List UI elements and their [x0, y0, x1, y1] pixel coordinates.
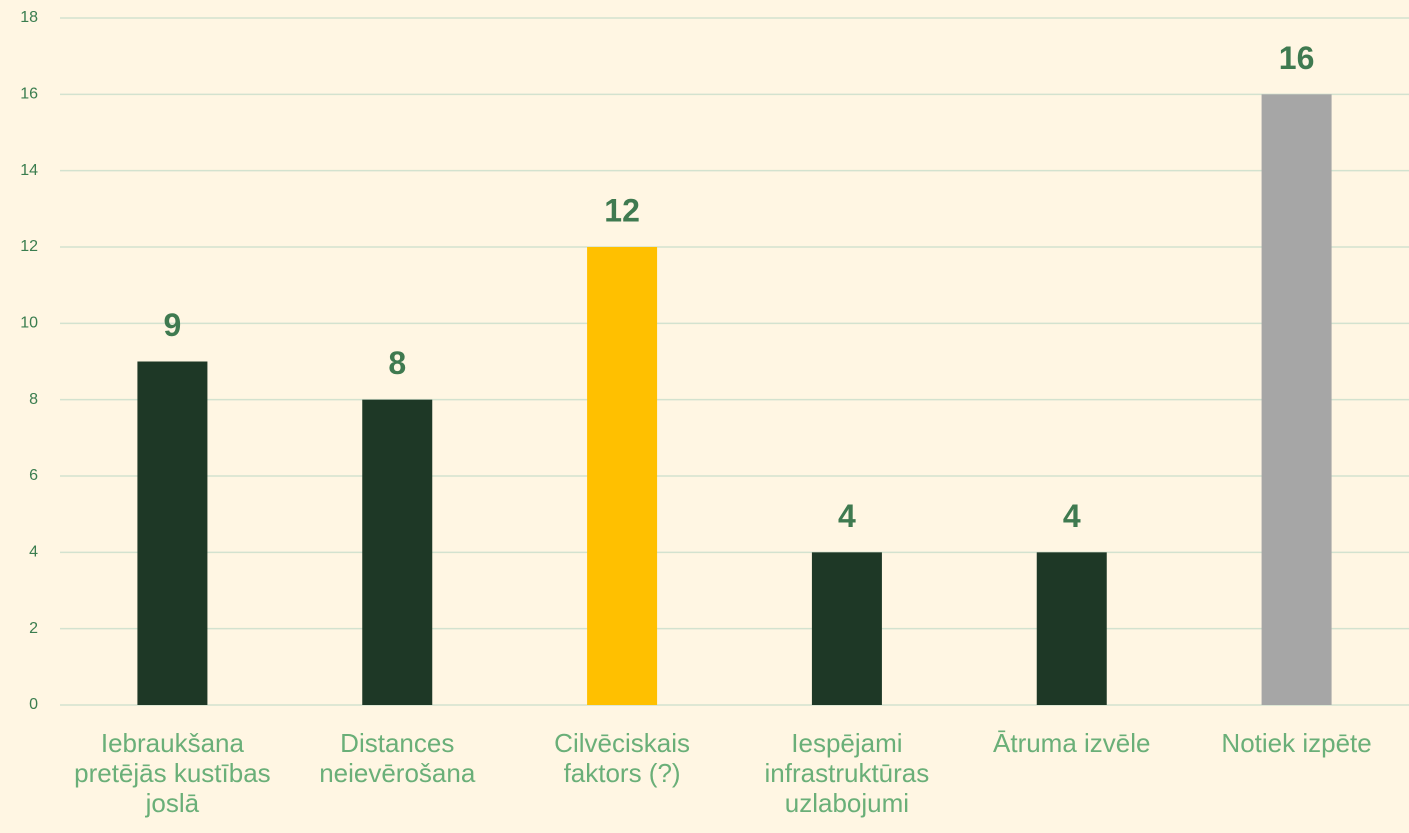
y-tick-label: 6: [29, 467, 38, 484]
bar: [1261, 94, 1332, 706]
data-label: 8: [388, 345, 406, 381]
y-tick-label: 16: [20, 86, 38, 103]
x-tick-label: Iespējami infrastruktūras uzlabojumi: [764, 728, 930, 818]
bar: [362, 399, 433, 705]
y-tick-label: 4: [29, 544, 38, 561]
y-tick-label: 2: [29, 620, 38, 637]
x-tick-label: Ātruma izvēle: [993, 728, 1151, 758]
x-tick-label: Notiek izpēte: [1221, 728, 1372, 758]
bar: [1036, 552, 1107, 705]
y-tick-label: 10: [20, 315, 38, 332]
y-tick-label: 14: [20, 162, 38, 179]
data-label: 12: [604, 192, 640, 228]
y-tick-label: 18: [20, 9, 38, 26]
y-tick-label: 0: [29, 696, 38, 713]
x-tick-label: Cilvēciskais faktors (?): [554, 728, 690, 788]
x-tick-label: Distances neievērošana: [319, 728, 476, 788]
data-label: 16: [1279, 40, 1315, 76]
data-label: 9: [164, 307, 182, 343]
bar: [811, 552, 882, 705]
bar: [137, 361, 208, 705]
data-label: 4: [1063, 498, 1081, 534]
bar: [587, 247, 658, 705]
y-tick-label: 8: [29, 391, 38, 408]
x-tick-label: Iebraukšana pretējās kustības joslā: [74, 728, 271, 818]
y-tick-label: 12: [20, 238, 38, 255]
data-label: 4: [838, 498, 856, 534]
